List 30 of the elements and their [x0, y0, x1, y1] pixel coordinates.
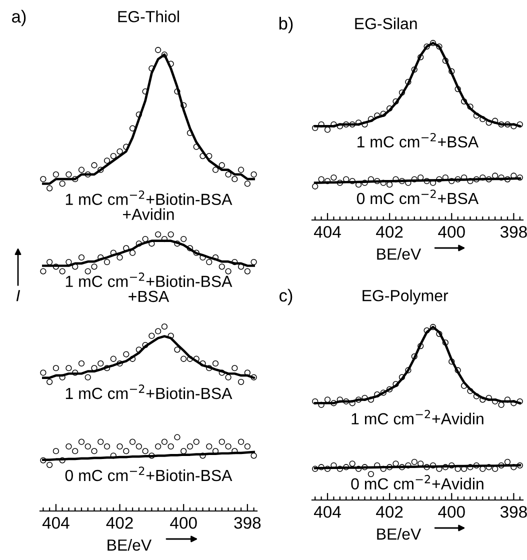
- y-axis-title: I: [16, 290, 20, 302]
- x-tick-label: 402: [376, 226, 403, 238]
- x-tick-label: 402: [376, 506, 403, 518]
- x-tick-label: 400: [438, 226, 465, 238]
- chart-title: EG-Thiol: [118, 10, 179, 22]
- x-axis-title: BE/eV: [377, 528, 422, 540]
- x-tick-label: 398: [500, 226, 527, 238]
- series-label: 1 mC cm$^{−2}$+BSA: [358, 132, 479, 148]
- series-label: 1 mC cm$^{−2}$+Biotin-BSA +Avidin: [66, 190, 232, 220]
- series-label: 1 mC cm$^{−2}$+Biotin-BSA: [66, 384, 232, 400]
- x-tick-label: 402: [106, 516, 133, 529]
- x-axis-title: BE/eV: [108, 539, 152, 551]
- series-label: 0 mC cm$^{−2}$+BSA: [356, 190, 479, 204]
- x-tick-label: 398: [500, 506, 527, 518]
- chart-title: EG-Silan: [355, 18, 417, 30]
- series-label: 0 mC cm$^{−2}$+Avidin: [351, 474, 484, 490]
- x-tick-label: 400: [170, 516, 197, 529]
- text: c): [280, 288, 292, 306]
- x-tick-label: 398: [234, 516, 261, 529]
- text: a): [12, 10, 26, 26]
- x-tick-label: 404: [42, 516, 70, 529]
- x-tick-label: 404: [314, 226, 341, 238]
- series-label: 0 mC cm$^{−2}$+Biotin-BSA: [65, 466, 232, 482]
- series-label: 1 mC cm$^{−2}$+Biotin-BSA +BSA: [66, 272, 232, 302]
- text: b): [279, 16, 293, 34]
- x-tick-label: 400: [438, 506, 465, 518]
- chart-title: EG-Polymer: [362, 290, 448, 304]
- x-axis-title: BE/eV: [377, 248, 422, 260]
- series-label: 1 mC cm$^{−2}$+Avidin: [352, 410, 484, 424]
- x-tick-label: 404: [314, 506, 341, 518]
